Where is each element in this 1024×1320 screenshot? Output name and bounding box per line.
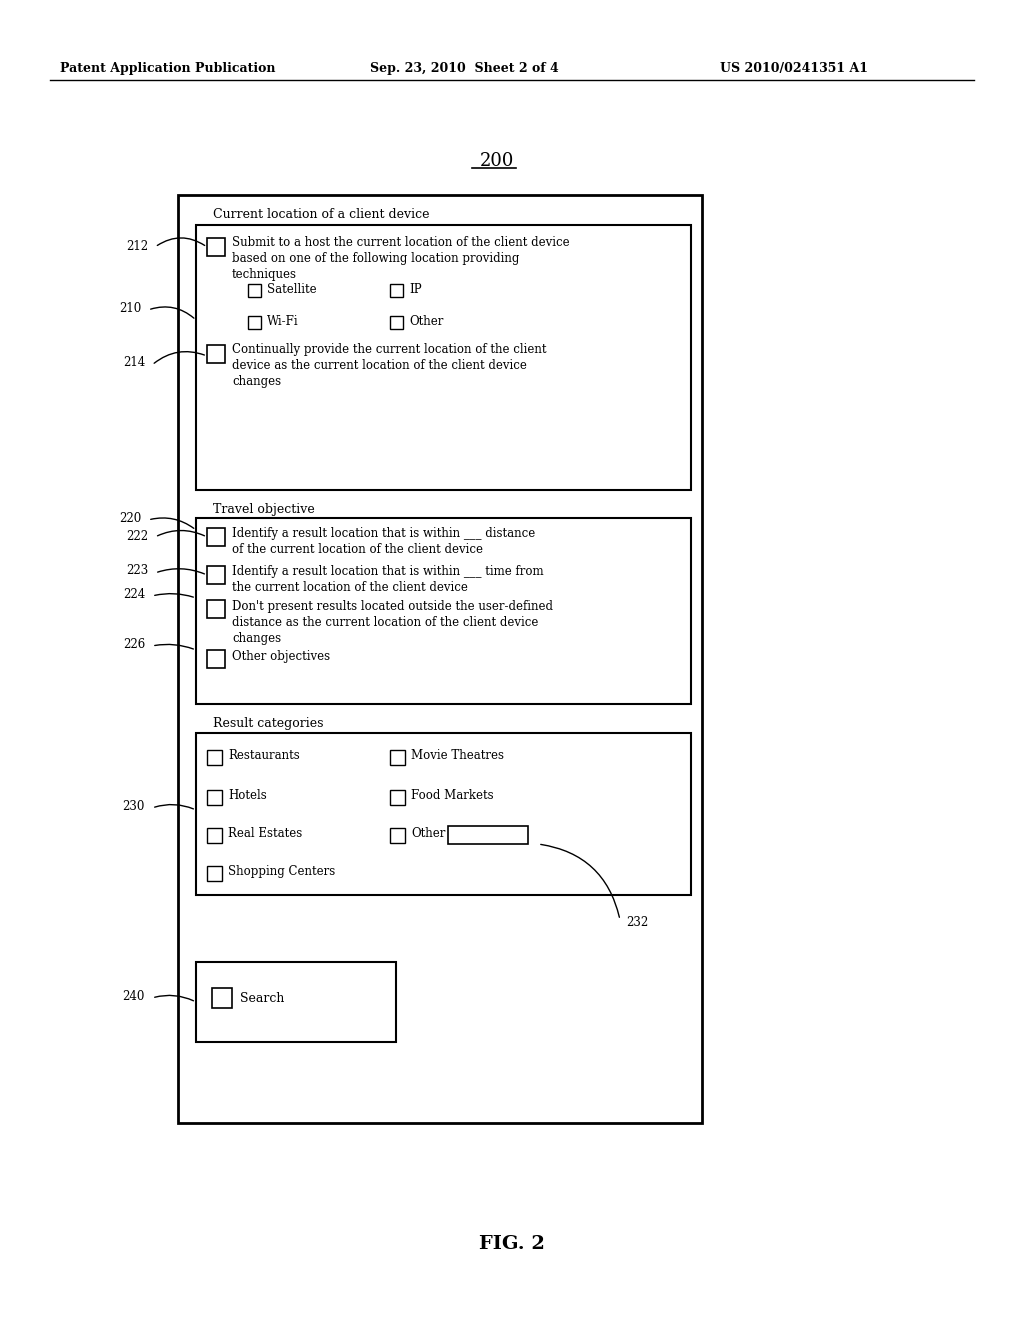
Text: the current location of the client device: the current location of the client devic…	[232, 581, 468, 594]
Bar	[207, 828, 222, 843]
Text: 226: 226	[123, 638, 145, 651]
Text: Sep. 23, 2010  Sheet 2 of 4: Sep. 23, 2010 Sheet 2 of 4	[370, 62, 559, 75]
Bar	[390, 828, 406, 843]
Text: 210: 210	[119, 301, 141, 314]
Text: Identify a result location that is within ___ distance: Identify a result location that is withi…	[232, 527, 536, 540]
Bar	[449, 826, 528, 843]
Bar	[207, 789, 222, 805]
Bar	[212, 987, 232, 1008]
Bar	[248, 284, 261, 297]
Bar	[196, 517, 691, 704]
Text: 240: 240	[123, 990, 145, 1002]
Text: Movie Theatres: Movie Theatres	[411, 748, 504, 762]
Text: 230: 230	[123, 800, 145, 813]
Text: Submit to a host the current location of the client device: Submit to a host the current location of…	[232, 236, 569, 249]
Text: Result categories: Result categories	[213, 717, 324, 730]
Text: techniques: techniques	[232, 268, 297, 281]
Text: Real Estates: Real Estates	[228, 828, 302, 840]
Text: Travel objective: Travel objective	[213, 503, 314, 516]
Text: Other: Other	[411, 828, 445, 840]
Text: device as the current location of the client device: device as the current location of the cl…	[232, 359, 527, 372]
Text: 224: 224	[123, 587, 145, 601]
Bar	[207, 528, 225, 546]
Text: changes: changes	[232, 375, 282, 388]
Text: Don't present results located outside the user-defined: Don't present results located outside th…	[232, 601, 553, 612]
Bar	[207, 238, 225, 256]
Text: Other objectives: Other objectives	[232, 649, 330, 663]
Bar	[207, 345, 225, 363]
Text: of the current location of the client device: of the current location of the client de…	[232, 543, 483, 556]
Text: 220: 220	[119, 511, 141, 524]
Text: Search: Search	[240, 991, 285, 1005]
Text: Identify a result location that is within ___ time from: Identify a result location that is withi…	[232, 565, 544, 578]
Text: Wi-Fi: Wi-Fi	[267, 315, 299, 327]
Text: 232: 232	[626, 916, 648, 928]
Text: Current location of a client device: Current location of a client device	[213, 209, 429, 220]
Bar	[207, 750, 222, 766]
Bar	[196, 962, 396, 1041]
Bar	[390, 789, 406, 805]
Text: Restaurants: Restaurants	[228, 748, 300, 762]
Text: 223: 223	[126, 565, 148, 578]
Text: Other: Other	[409, 315, 443, 327]
Bar	[207, 649, 225, 668]
Text: Food Markets: Food Markets	[411, 789, 494, 803]
Text: Shopping Centers: Shopping Centers	[228, 865, 335, 878]
Text: based on one of the following location providing: based on one of the following location p…	[232, 252, 519, 265]
Text: FIG. 2: FIG. 2	[479, 1236, 545, 1253]
Text: 200: 200	[480, 152, 514, 170]
Text: Satellite: Satellite	[267, 282, 316, 296]
Text: distance as the current location of the client device: distance as the current location of the …	[232, 616, 539, 630]
Text: 214: 214	[123, 356, 145, 370]
Bar	[390, 284, 403, 297]
Text: Continually provide the current location of the client: Continually provide the current location…	[232, 343, 547, 356]
Text: 222: 222	[126, 531, 148, 544]
Text: Patent Application Publication: Patent Application Publication	[60, 62, 275, 75]
Bar	[207, 601, 225, 618]
Text: IP: IP	[409, 282, 422, 296]
Text: 212: 212	[126, 240, 148, 253]
Bar	[390, 315, 403, 329]
Bar	[196, 224, 691, 490]
Text: US 2010/0241351 A1: US 2010/0241351 A1	[720, 62, 868, 75]
Bar	[196, 733, 691, 895]
Bar	[390, 750, 406, 766]
Bar	[207, 566, 225, 583]
Bar	[248, 315, 261, 329]
Bar	[178, 195, 702, 1123]
Text: changes: changes	[232, 632, 282, 645]
Text: Hotels: Hotels	[228, 789, 266, 803]
Bar	[207, 866, 222, 880]
